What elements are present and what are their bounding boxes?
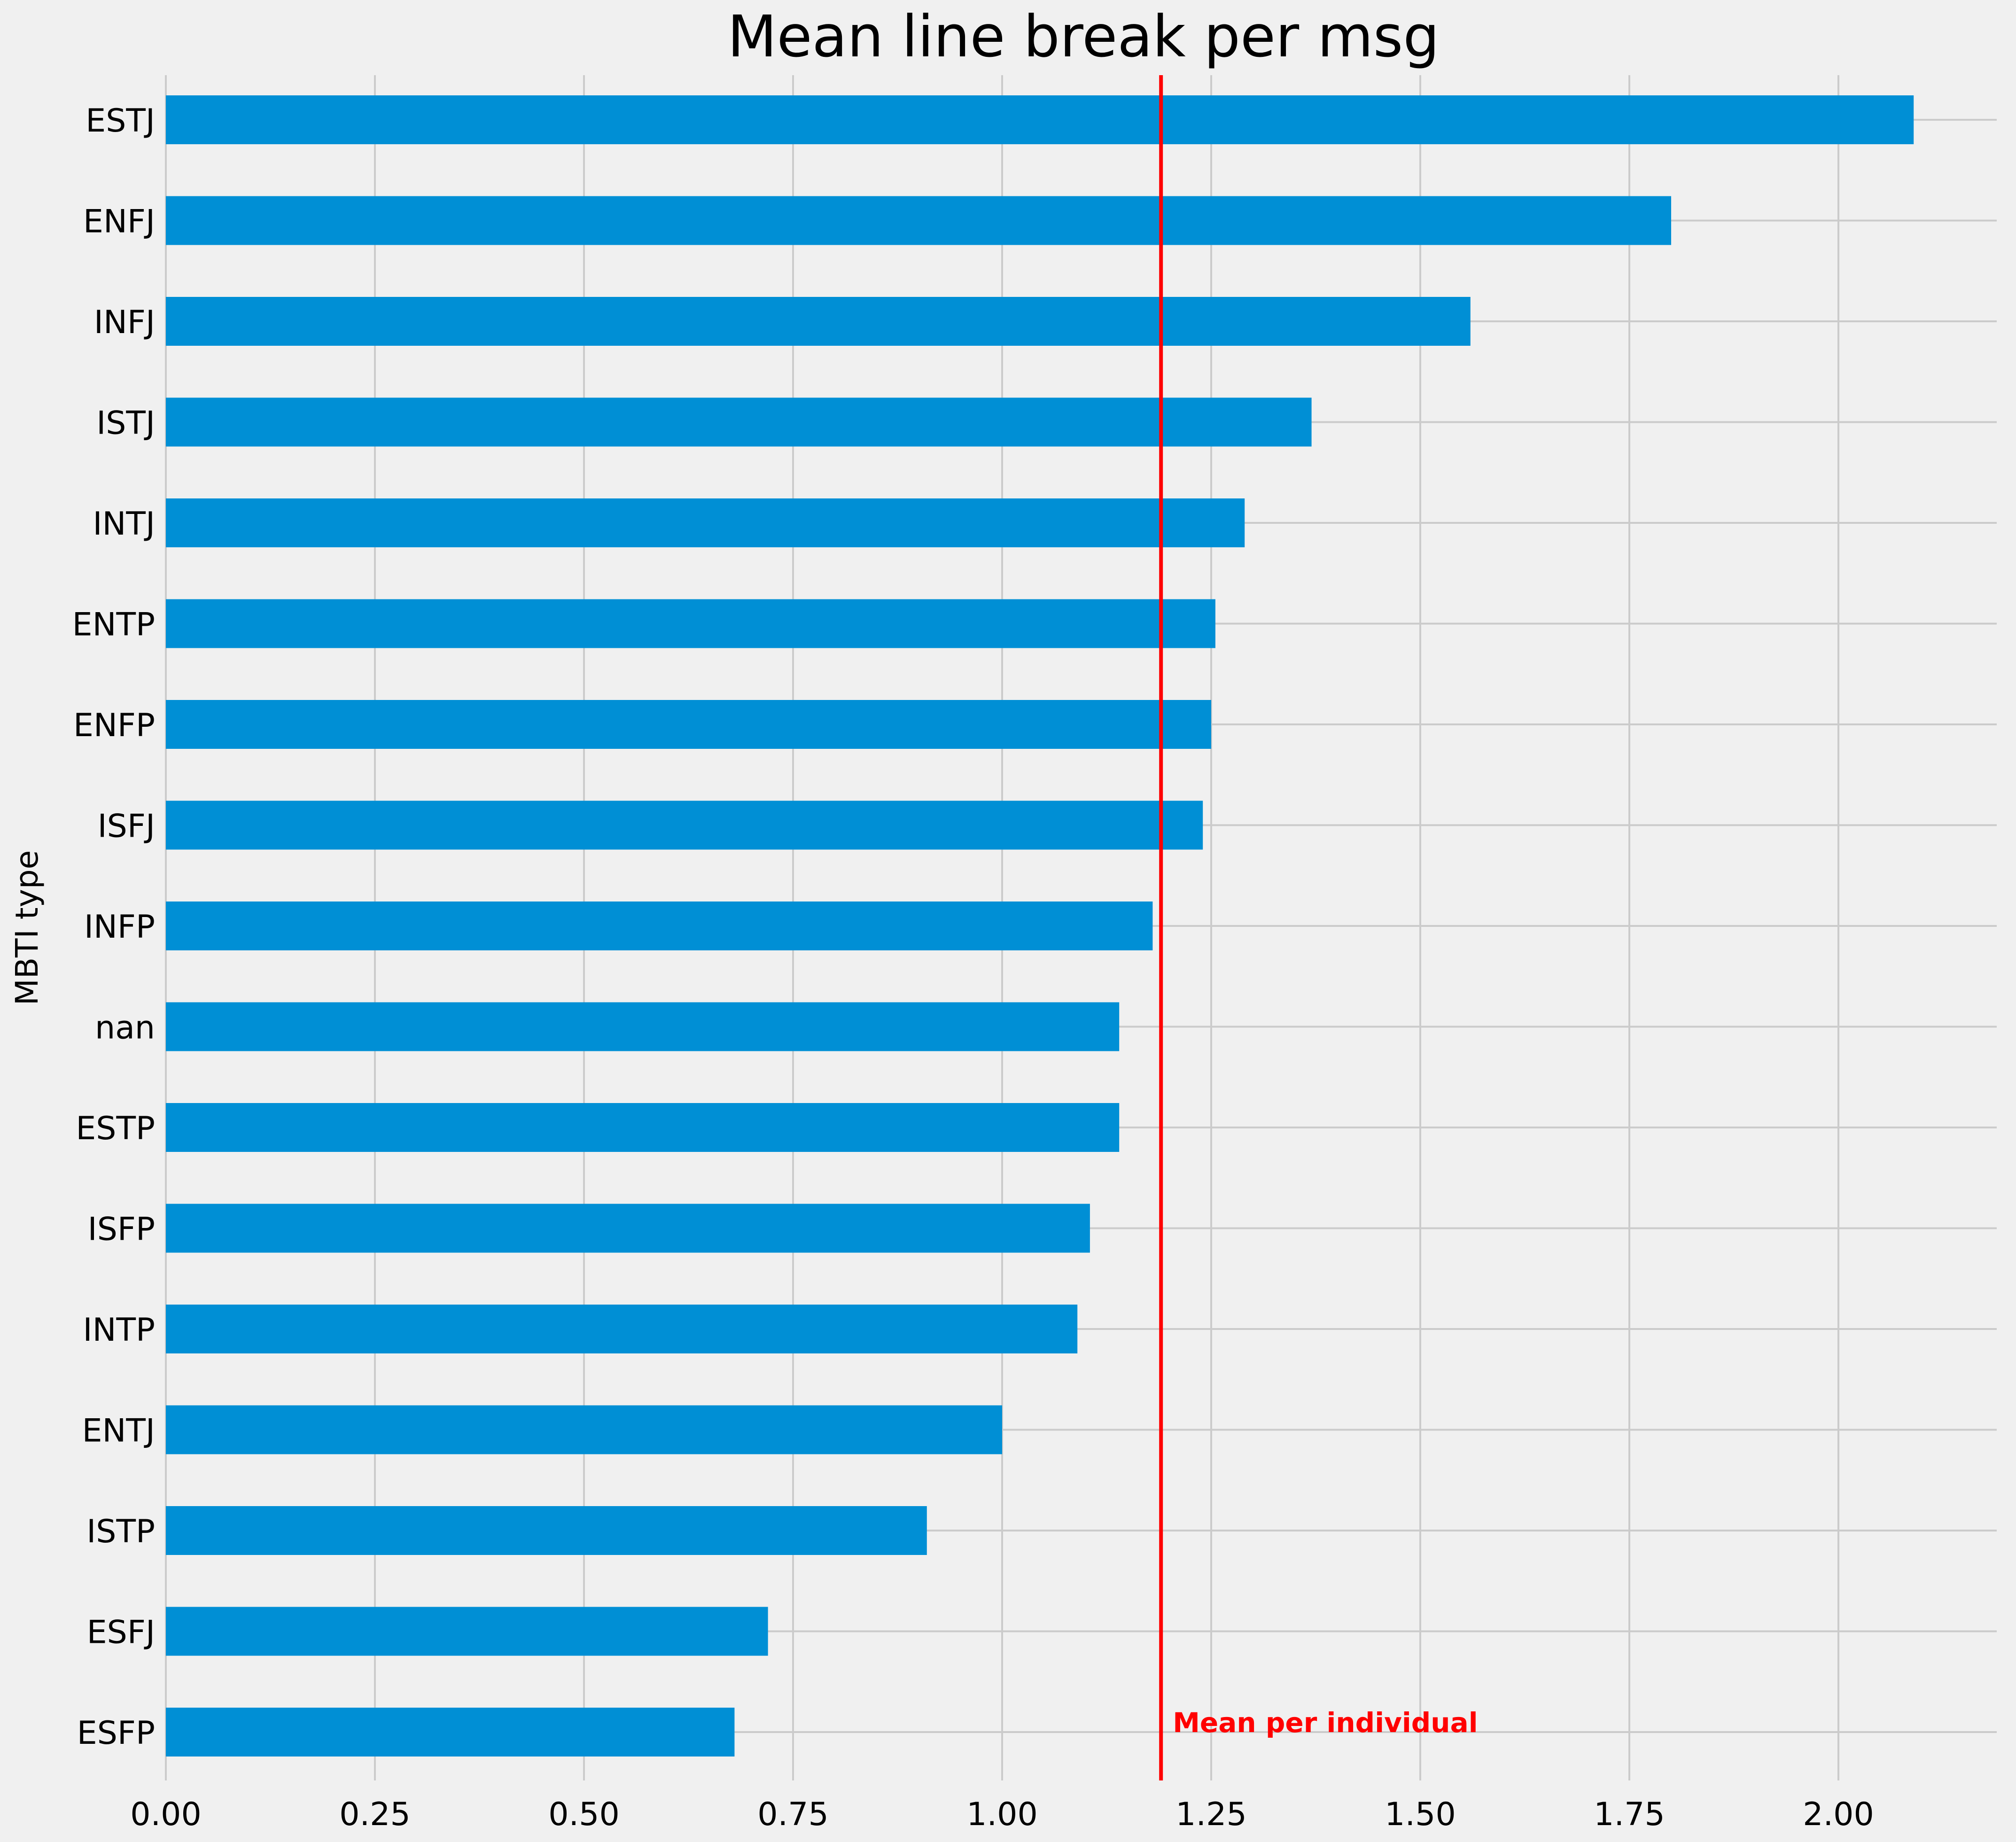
x-tick-label: 0.75: [757, 1796, 828, 1833]
bar-infp: [166, 902, 1153, 950]
bar-esfp: [166, 1708, 735, 1757]
chart-title: Mean line break per msg: [727, 3, 1440, 70]
x-tick-label: 2.00: [1803, 1796, 1874, 1833]
y-tick-label: ESFP: [77, 1715, 155, 1752]
y-tick-label: INFP: [84, 909, 155, 946]
y-tick-label: ENTJ: [82, 1413, 155, 1450]
y-tick-label: ESTJ: [86, 102, 155, 140]
bar-enfp: [166, 700, 1211, 749]
y-tick-label: ISFJ: [98, 808, 155, 845]
reference-line-group: Mean per individual: [1159, 75, 1478, 1780]
y-axis-label: MBTI type: [9, 850, 45, 1005]
y-tick-label: ENFJ: [83, 203, 155, 241]
y-tick-label: ESFJ: [87, 1614, 155, 1651]
x-tick-label: 0.50: [548, 1796, 619, 1833]
y-tick-label: ISTP: [86, 1513, 155, 1550]
bar-estj: [166, 95, 1914, 144]
y-tick-label: INFJ: [94, 304, 155, 341]
y-tick-label: ENTP: [72, 606, 155, 644]
bar-nan: [166, 1002, 1120, 1051]
y-tick-label: ENFP: [73, 707, 155, 744]
y-tick-label: ISTJ: [96, 405, 155, 442]
y-tick-label: INTJ: [93, 505, 155, 543]
y-tick-label: INTP: [83, 1312, 155, 1349]
y-tick-label: ISFP: [88, 1211, 155, 1248]
x-tick-label: 1.75: [1594, 1796, 1665, 1833]
bar-intp: [166, 1305, 1078, 1353]
bar-isfj: [166, 801, 1203, 850]
bar-esfj: [166, 1607, 768, 1656]
bar-entj: [166, 1405, 1002, 1454]
x-tick-label: 1.00: [966, 1796, 1037, 1833]
x-tick-label: 1.25: [1175, 1796, 1246, 1833]
bar-istp: [166, 1506, 927, 1555]
bar-enfj: [166, 196, 1671, 245]
x-tick-label: 1.50: [1385, 1796, 1456, 1833]
y-tick-label: ESTP: [76, 1110, 155, 1147]
x-tick-labels: 0.00 0.25 0.50 0.75 1.00 1.25 1.50 1.75 2.00: [130, 1796, 1874, 1833]
bar-infj: [166, 297, 1471, 346]
bar-estp: [166, 1103, 1120, 1152]
mean-reference-label: Mean per individual: [1173, 1707, 1478, 1739]
bar-istj: [166, 397, 1312, 447]
bar-intj: [166, 498, 1245, 547]
bars: [166, 95, 1914, 1757]
x-tick-label: 0.00: [130, 1796, 201, 1833]
y-tick-label: nan: [95, 1010, 155, 1047]
y-tick-labels: ESTJ ENFJ INFJ ISTJ INTJ ENTP ENFP ISFJ INFP nan E…: [72, 102, 155, 1752]
bar-entp: [166, 599, 1215, 648]
bar-isfp: [166, 1204, 1090, 1253]
x-tick-label: 0.25: [339, 1796, 410, 1833]
